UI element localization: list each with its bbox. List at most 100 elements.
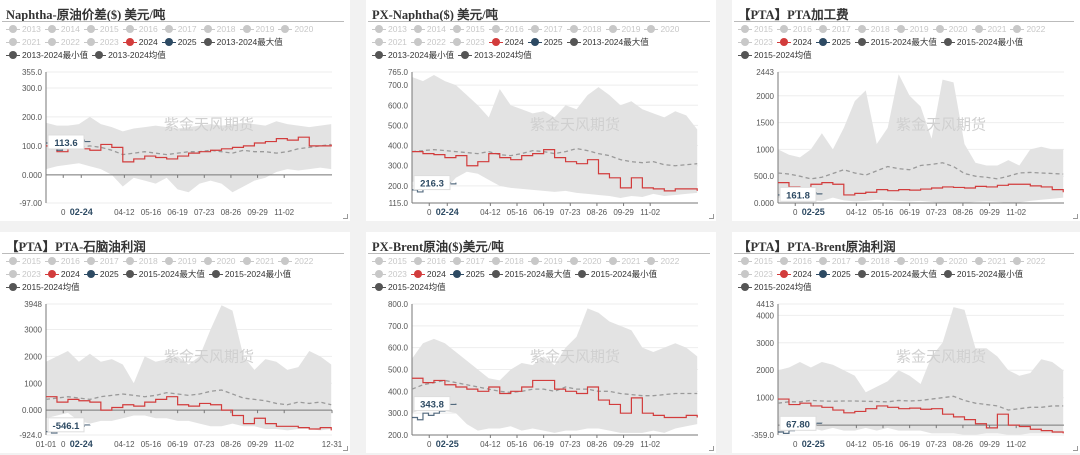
legend-item-2022[interactable]: 2022 <box>644 255 679 267</box>
legend-item-2015-2024均值[interactable]: 2015-2024均值 <box>738 49 812 61</box>
legend-item-2021[interactable]: 2021 <box>6 36 41 48</box>
legend-item-2025[interactable]: 2025 <box>815 268 851 280</box>
legend-item-2023[interactable]: 2023 <box>372 268 407 280</box>
legend-item-2017[interactable]: 2017 <box>161 23 197 35</box>
legend-item-2013-2024最大值[interactable]: 2013-2024最大值 <box>566 36 649 48</box>
resize-handle-icon[interactable] <box>709 214 714 219</box>
x-tick-label: 07-23 <box>926 208 947 217</box>
x-tick-label: 08-26 <box>221 440 242 449</box>
legend-item-2025[interactable]: 2025 <box>161 36 197 48</box>
legend-item-2020[interactable]: 2020 <box>932 255 968 267</box>
legend-item-2023[interactable]: 2023 <box>6 268 41 280</box>
legend-item-2024[interactable]: 2024 <box>122 36 158 48</box>
legend-item-2022[interactable]: 2022 <box>278 255 313 267</box>
legend-item-2015[interactable]: 2015 <box>449 23 485 35</box>
legend-item-2013[interactable]: 2013 <box>372 23 407 35</box>
legend-item-2015-2024最大值[interactable]: 2015-2024最大值 <box>854 36 937 48</box>
legend-item-2016[interactable]: 2016 <box>776 23 812 35</box>
legend-item-2015-2024最小值[interactable]: 2015-2024最小值 <box>574 268 657 280</box>
legend-item-2024[interactable]: 2024 <box>488 36 524 48</box>
legend-item-2015-2024均值[interactable]: 2015-2024均值 <box>372 281 446 293</box>
legend-item-2021[interactable]: 2021 <box>605 255 640 267</box>
legend-item-2020[interactable]: 2020 <box>200 255 236 267</box>
chart-plot: 紫金天风期货 2443 2000 1500 1000 500.0 0.000 0 02-25 04… <box>754 68 1064 217</box>
legend-item-2019[interactable]: 2019 <box>161 255 197 267</box>
legend-item-2013-2024最小值[interactable]: 2013-2024最小值 <box>6 49 88 61</box>
legend-item-2020[interactable]: 2020 <box>278 23 313 35</box>
legend-item-2023[interactable]: 2023 <box>83 36 119 48</box>
legend-item-2020[interactable]: 2020 <box>644 23 679 35</box>
legend-item-2024[interactable]: 2024 <box>776 36 812 48</box>
legend-item-2024[interactable]: 2024 <box>44 268 80 280</box>
legend-item-2013[interactable]: 2013 <box>6 23 41 35</box>
legend-item-2021[interactable]: 2021 <box>372 36 407 48</box>
legend-item-2022[interactable]: 2022 <box>410 36 446 48</box>
legend-item-2014[interactable]: 2014 <box>410 23 446 35</box>
legend-item-2013-2024最大值[interactable]: 2013-2024最大值 <box>200 36 283 48</box>
legend-item-2015[interactable]: 2015 <box>83 23 119 35</box>
legend-item-2016[interactable]: 2016 <box>410 255 446 267</box>
legend-item-2019[interactable]: 2019 <box>893 23 929 35</box>
legend-item-2021[interactable]: 2021 <box>971 255 1006 267</box>
legend-item-2018[interactable]: 2018 <box>200 23 236 35</box>
legend-item-2015-2024最小值[interactable]: 2015-2024最小值 <box>208 268 291 280</box>
x-tick-label: 05-16 <box>507 440 528 449</box>
legend-item-2025[interactable]: 2025 <box>527 36 563 48</box>
legend-item-2016[interactable]: 2016 <box>122 23 158 35</box>
legend-item-2019[interactable]: 2019 <box>893 255 929 267</box>
legend-item-2025[interactable]: 2025 <box>815 36 851 48</box>
resize-handle-icon[interactable] <box>343 446 348 451</box>
legend-item-2013-2024均值[interactable]: 2013-2024均值 <box>92 49 166 61</box>
legend-item-2019[interactable]: 2019 <box>605 23 640 35</box>
legend-item-2015-2024最小值[interactable]: 2015-2024最小值 <box>940 36 1023 48</box>
legend-item-2015[interactable]: 2015 <box>738 255 773 267</box>
legend-item-2024[interactable]: 2024 <box>410 268 446 280</box>
resize-handle-icon[interactable] <box>709 446 714 451</box>
legend-item-2023[interactable]: 2023 <box>449 36 485 48</box>
legend-item-2025[interactable]: 2025 <box>83 268 119 280</box>
legend-item-2024[interactable]: 2024 <box>776 268 812 280</box>
legend-item-2020[interactable]: 2020 <box>566 255 602 267</box>
legend-item-2016[interactable]: 2016 <box>488 23 524 35</box>
legend-item-2014[interactable]: 2014 <box>44 23 80 35</box>
legend-label: 2023 <box>99 37 119 47</box>
legend-item-2020[interactable]: 2020 <box>932 23 968 35</box>
legend-item-2013-2024均值[interactable]: 2013-2024均值 <box>458 49 532 61</box>
legend-item-2016[interactable]: 2016 <box>44 255 80 267</box>
legend-item-2021[interactable]: 2021 <box>239 255 274 267</box>
legend-item-2019[interactable]: 2019 <box>239 23 274 35</box>
legend-item-2022[interactable]: 2022 <box>1010 255 1045 267</box>
resize-handle-icon[interactable] <box>343 214 348 219</box>
legend-item-2017[interactable]: 2017 <box>527 23 563 35</box>
legend-item-2016[interactable]: 2016 <box>776 255 812 267</box>
legend-item-2018[interactable]: 2018 <box>488 255 524 267</box>
legend-item-2013-2024最小值[interactable]: 2013-2024最小值 <box>372 49 454 61</box>
legend-item-2015-2024均值[interactable]: 2015-2024均值 <box>738 281 812 293</box>
legend-item-2019[interactable]: 2019 <box>527 255 563 267</box>
legend-item-2015-2024最大值[interactable]: 2015-2024最大值 <box>854 268 937 280</box>
legend-item-2017[interactable]: 2017 <box>449 255 485 267</box>
legend-item-2021[interactable]: 2021 <box>971 23 1006 35</box>
legend-item-2015[interactable]: 2015 <box>738 23 773 35</box>
legend-item-2015-2024均值[interactable]: 2015-2024均值 <box>6 281 80 293</box>
legend-item-2022[interactable]: 2022 <box>44 36 80 48</box>
resize-handle-icon[interactable] <box>1073 446 1078 451</box>
resize-handle-icon[interactable] <box>1073 214 1078 219</box>
legend-item-2025[interactable]: 2025 <box>449 268 485 280</box>
current-value-tag <box>413 175 451 191</box>
legend-item-2015[interactable]: 2015 <box>6 255 41 267</box>
legend-item-2017[interactable]: 2017 <box>83 255 119 267</box>
legend-item-2017[interactable]: 2017 <box>815 255 851 267</box>
legend-item-2018[interactable]: 2018 <box>566 23 602 35</box>
legend-item-2017[interactable]: 2017 <box>815 23 851 35</box>
legend-item-2023[interactable]: 2023 <box>738 36 773 48</box>
legend-item-2015-2024最大值[interactable]: 2015-2024最大值 <box>488 268 571 280</box>
legend-item-2015-2024最大值[interactable]: 2015-2024最大值 <box>122 268 205 280</box>
legend-item-2018[interactable]: 2018 <box>854 23 890 35</box>
legend-item-2022[interactable]: 2022 <box>1010 23 1045 35</box>
legend-item-2018[interactable]: 2018 <box>854 255 890 267</box>
legend-item-2015-2024最小值[interactable]: 2015-2024最小值 <box>940 268 1023 280</box>
legend-item-2023[interactable]: 2023 <box>738 268 773 280</box>
legend-item-2015[interactable]: 2015 <box>372 255 407 267</box>
legend-item-2018[interactable]: 2018 <box>122 255 158 267</box>
